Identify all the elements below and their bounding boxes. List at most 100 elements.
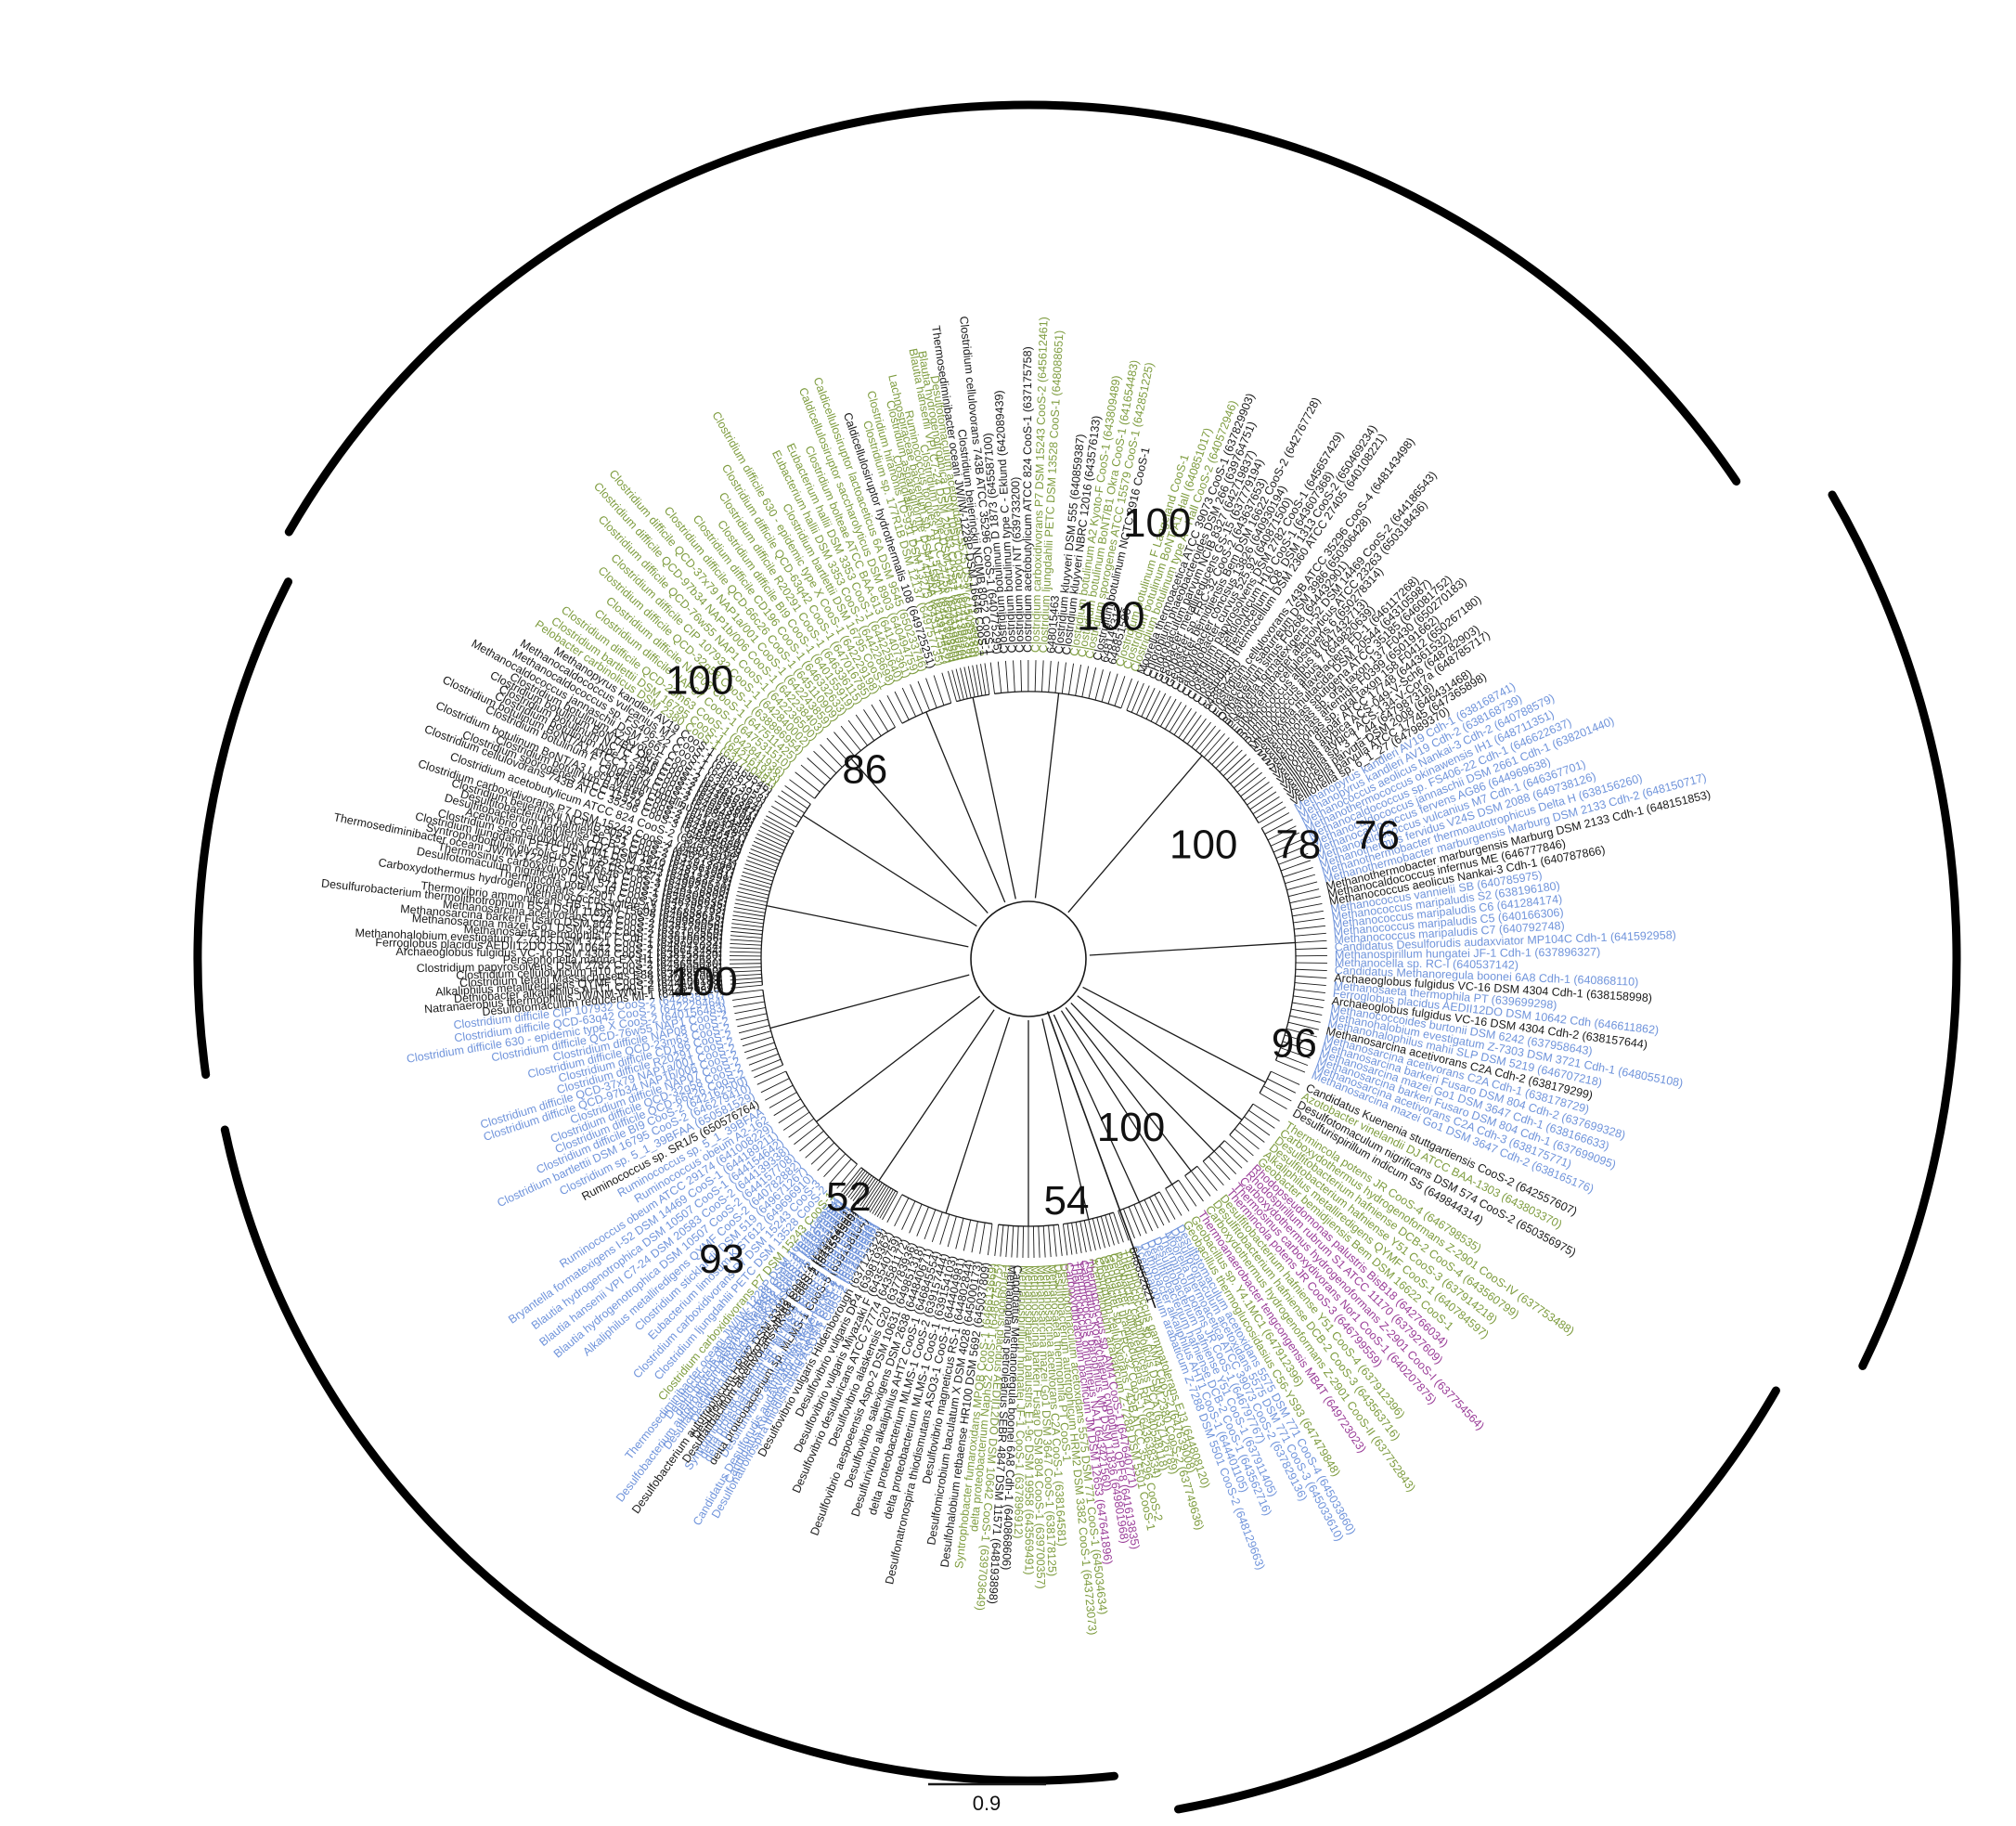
branch-line	[1048, 1225, 1052, 1258]
branch-line	[886, 694, 903, 724]
taxon-label: Methanospirillum hungatei JF-1 CooS-1 (6…	[1012, 1265, 1030, 1539]
branch-line	[1191, 721, 1211, 748]
taxon-label: 648015463	[1044, 595, 1062, 654]
branch-line	[955, 1218, 964, 1250]
branch-line	[1083, 1220, 1092, 1251]
branch-line	[1285, 874, 1316, 885]
branch-line	[1195, 725, 1217, 751]
branch-line	[1287, 1021, 1319, 1030]
branch-line	[1230, 762, 1255, 784]
bootstrap-value: 54	[1044, 1178, 1090, 1224]
branch-line	[743, 1042, 775, 1054]
branch-line	[1114, 676, 1126, 706]
branch-line	[773, 1098, 801, 1117]
branch-line	[909, 1203, 923, 1234]
bootstrap-value: 100	[1170, 822, 1237, 867]
branch-line	[894, 691, 910, 720]
branch-line	[1287, 888, 1320, 898]
branch-line	[738, 1024, 770, 1034]
branch-line	[1128, 1206, 1142, 1237]
branch-line	[1293, 917, 1325, 924]
branch-line	[1133, 1204, 1147, 1234]
branch-line	[730, 970, 762, 973]
branch-line	[1270, 832, 1300, 847]
branch-line	[732, 914, 765, 921]
branch-line	[742, 1036, 773, 1047]
branch-line	[1034, 660, 1037, 693]
branch-line	[830, 1159, 852, 1184]
branch-line	[1211, 741, 1234, 765]
branch-line	[850, 1173, 871, 1200]
branch-line	[931, 1211, 943, 1242]
branch-line	[1100, 1216, 1110, 1248]
branch-line	[748, 852, 779, 864]
branch-line	[1282, 1041, 1313, 1052]
branch-line	[1289, 896, 1321, 904]
branch-line	[730, 943, 762, 946]
branch-line	[826, 737, 849, 762]
sector-spoke	[766, 904, 969, 948]
branch-line	[737, 1018, 769, 1028]
branch-line	[1295, 968, 1327, 971]
sector-base-arc	[762, 990, 784, 1066]
sector-base-arc	[1126, 709, 1260, 823]
branch-line	[733, 1001, 765, 1008]
taxon-label: Archaeoglobus fulgidus VC-16 DSM 4304 Co…	[395, 945, 722, 962]
branch-line	[732, 995, 764, 1001]
branch-line	[1273, 838, 1303, 853]
bootstrap-value: 100	[1123, 500, 1191, 546]
branch-line	[955, 668, 964, 700]
branch-line	[947, 1216, 957, 1248]
branch-line	[807, 758, 832, 780]
branch-line	[963, 1220, 972, 1251]
branch-line	[852, 1174, 872, 1201]
branch-line	[1154, 1194, 1170, 1224]
branch-line	[972, 665, 979, 697]
branch-line	[1094, 669, 1104, 701]
branch-line	[1286, 1028, 1317, 1038]
branch-line	[1294, 932, 1326, 937]
branch-line	[1062, 1224, 1068, 1256]
branch-line	[1295, 947, 1327, 951]
branch-line	[960, 667, 968, 699]
branch-line	[947, 670, 957, 702]
taxon-label: Methanosarcina barkeri Fusaro DSM 804 Co…	[1028, 1265, 1048, 1589]
branch-line	[745, 860, 777, 872]
sector-spoke	[1082, 986, 1266, 1083]
branch-line	[925, 678, 937, 708]
clade-petal-arc	[1174, 1386, 1780, 1814]
branch-line	[1203, 732, 1225, 758]
branch-line	[1079, 1221, 1087, 1253]
branch-line	[1171, 1184, 1190, 1211]
branch-line	[766, 815, 795, 832]
branch-line	[1275, 1059, 1306, 1073]
sector-spoke	[1067, 755, 1203, 913]
branch-line	[857, 1178, 876, 1205]
bootstrap-value: 76	[1354, 813, 1400, 859]
branch-line	[1092, 1218, 1101, 1250]
branch-line	[1294, 982, 1326, 987]
taxon-label: Clostridium acetobutylicum ATCC 824 CooS…	[1021, 346, 1034, 653]
branch-line	[1159, 698, 1177, 727]
branch-line	[1295, 975, 1327, 979]
branch-line	[734, 1007, 766, 1015]
sector-spoke	[1041, 1018, 1090, 1220]
branch-line	[879, 699, 896, 728]
branch-line	[1243, 781, 1270, 801]
branch-line	[1271, 1070, 1300, 1085]
branch-line	[874, 1187, 892, 1216]
branch-line	[738, 887, 769, 896]
branch-line	[782, 1111, 810, 1131]
branch-line	[855, 714, 875, 742]
branch-line	[1075, 1222, 1082, 1253]
branch-line	[869, 1185, 887, 1213]
branch-line	[735, 899, 767, 907]
branch-line	[764, 819, 793, 835]
branch-line	[1169, 705, 1187, 732]
branch-line	[1196, 1166, 1218, 1191]
branch-line	[994, 1224, 1000, 1257]
branch-line	[1149, 1197, 1165, 1226]
branch-line	[1263, 1085, 1292, 1102]
branch-line	[1126, 680, 1139, 711]
branch-line	[781, 790, 808, 809]
